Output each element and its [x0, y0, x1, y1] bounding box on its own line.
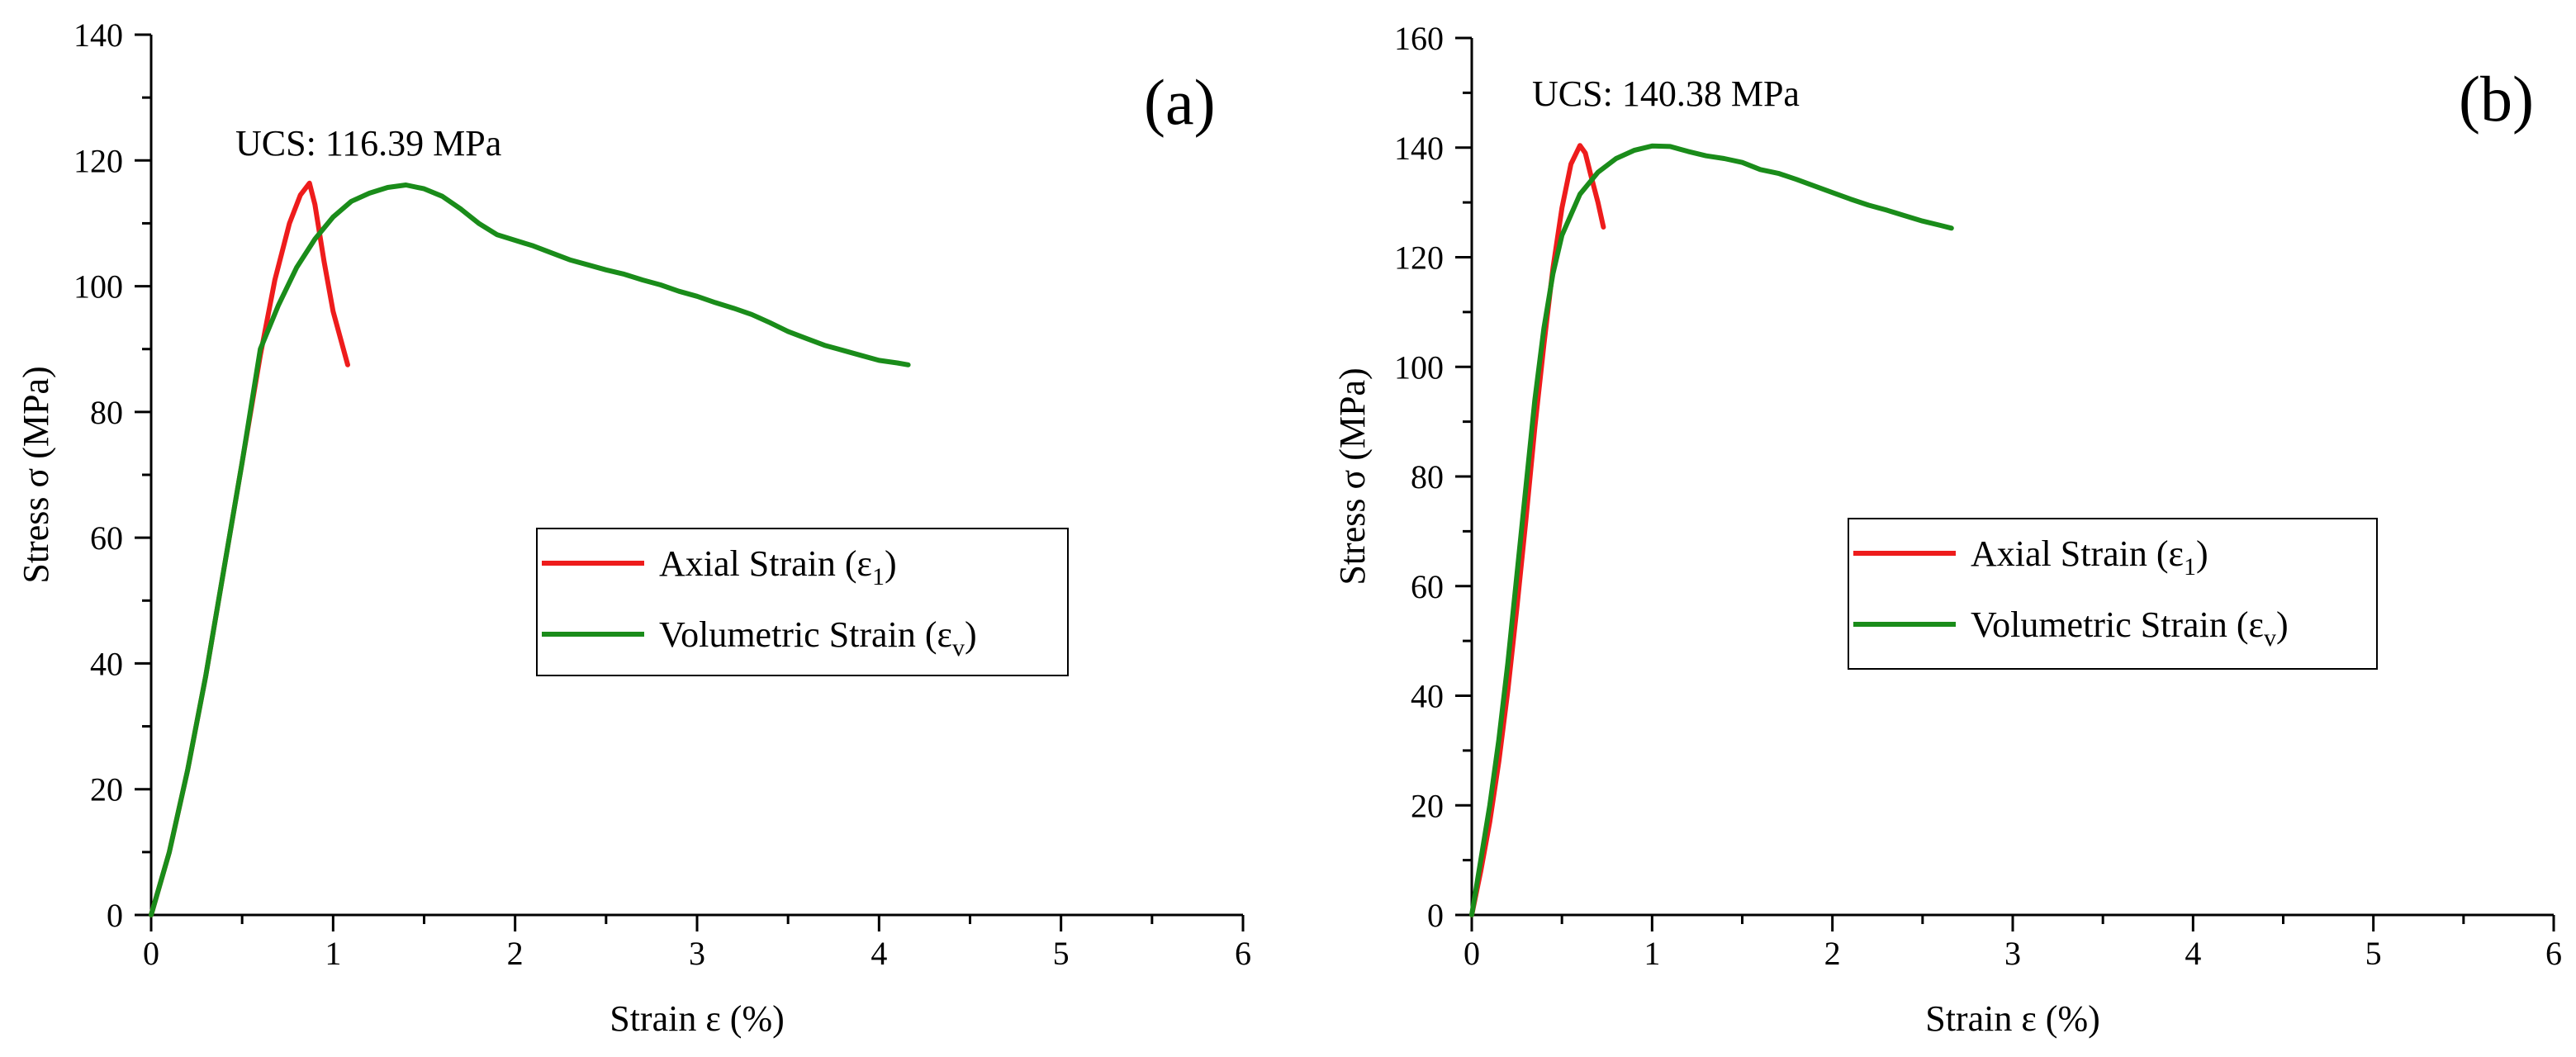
x-axis-title: Strain ε (%) [610, 998, 785, 1039]
y-tick-label: 0 [1427, 897, 1444, 934]
x-tick-label: 3 [689, 935, 705, 972]
legend-label-subscript: 1 [872, 563, 885, 590]
legend-label-close: ) [965, 614, 977, 655]
ucs-annotation: UCS: 140.38 MPa [1532, 73, 1800, 114]
legend-label-text: Volumetric Strain (ε [659, 614, 952, 655]
panel-label: (a) [1144, 66, 1216, 138]
x-tick-label: 6 [2545, 935, 2562, 972]
y-tick-label: 120 [1394, 239, 1444, 277]
legend-box [536, 528, 1069, 676]
x-tick-label: 1 [1644, 935, 1660, 972]
legend-label-subscript: v [2264, 624, 2276, 652]
legend-label: Volumetric Strain (εv) [1971, 604, 2289, 652]
y-tick-label: 60 [1411, 568, 1444, 605]
legend-label: Volumetric Strain (εv) [659, 614, 977, 661]
y-tick-label: 160 [1394, 20, 1444, 57]
legend: Axial Strain (ε1)Volumetric Strain (εv) [536, 528, 1069, 676]
x-tick-label: 5 [2365, 935, 2382, 972]
y-tick-label: 20 [90, 771, 123, 808]
x-tick-label: 2 [507, 935, 524, 972]
x-tick-label: 5 [1053, 935, 1070, 972]
x-tick-label: 2 [1824, 935, 1841, 972]
y-tick-label: 60 [90, 519, 123, 557]
legend-label-subscript: v [952, 634, 965, 661]
y-axis-title: Stress σ (MPa) [16, 366, 56, 583]
x-tick-label: 1 [325, 935, 341, 972]
y-tick-label: 140 [1394, 130, 1444, 167]
x-axis-title: Strain ε (%) [1925, 998, 2100, 1039]
panel-label: (b) [2459, 63, 2534, 135]
volumetric-strain-line [1469, 143, 1954, 917]
legend-label-text: Volumetric Strain (ε [1971, 604, 2264, 645]
x-tick-label: 4 [871, 935, 887, 972]
y-tick-label: 40 [1411, 678, 1444, 715]
y-tick-label: 100 [1394, 348, 1444, 386]
x-tick-label: 0 [143, 935, 159, 972]
y-tick-label: 20 [1411, 787, 1444, 824]
y-axis-title: Stress σ (MPa) [1332, 367, 1373, 585]
volumetric-strain-line [149, 182, 911, 917]
x-tick-label: 4 [2185, 935, 2201, 972]
y-tick-label: 140 [74, 17, 123, 54]
y-tick-label: 80 [90, 394, 123, 431]
legend-label: Axial Strain (ε1) [659, 543, 897, 590]
legend: Axial Strain (ε1)Volumetric Strain (εv) [1848, 518, 2378, 670]
legend-label-close: ) [2276, 604, 2289, 645]
legend-label-text: Axial Strain (ε [659, 543, 872, 584]
x-tick-label: 0 [1464, 935, 1480, 972]
x-tick-label: 3 [2004, 935, 2021, 972]
y-tick-label: 80 [1411, 458, 1444, 495]
legend-label-close: ) [2196, 533, 2208, 574]
y-tick-label: 40 [90, 645, 123, 682]
y-tick-label: 120 [74, 142, 123, 179]
x-tick-label: 6 [1235, 935, 1251, 972]
ucs-annotation: UCS: 116.39 MPa [235, 123, 501, 164]
legend-label-subscript: 1 [2184, 553, 2196, 581]
y-tick-label: 100 [74, 268, 123, 306]
legend-label-close: ) [885, 543, 897, 584]
legend-box [1848, 518, 2378, 670]
legend-label: Axial Strain (ε1) [1971, 533, 2208, 581]
legend-label-text: Axial Strain (ε [1971, 533, 2184, 574]
y-tick-label: 0 [107, 897, 123, 934]
